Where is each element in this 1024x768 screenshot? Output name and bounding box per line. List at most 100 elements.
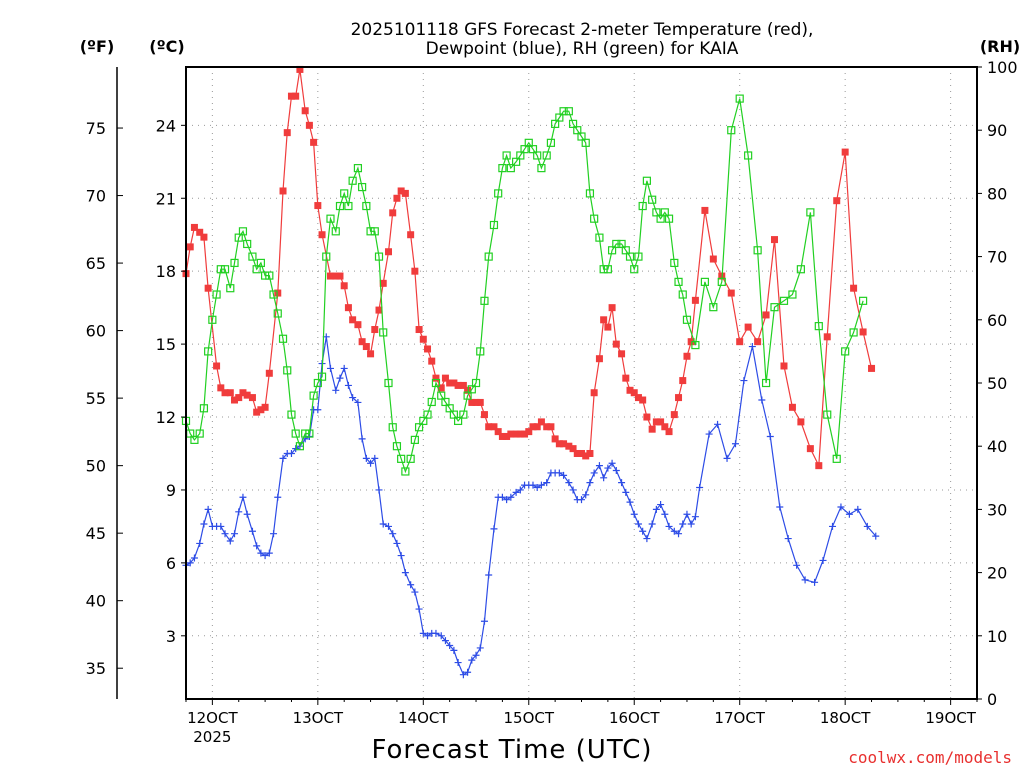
temperature-point — [235, 394, 243, 402]
dewpoint-point — [854, 505, 862, 513]
temperature-point — [326, 272, 334, 280]
temperature-point — [736, 338, 744, 346]
temperature-point — [639, 396, 647, 404]
fahrenheit-tick-label: 45 — [86, 524, 106, 543]
rh-point — [335, 201, 345, 211]
temperature-point — [190, 223, 198, 231]
dewpoint-point — [257, 549, 265, 557]
dewpoint-point — [565, 479, 573, 487]
rh-point — [664, 214, 674, 223]
rh-point — [590, 214, 599, 223]
dewpoint-point — [384, 522, 392, 530]
dewpoint-point — [190, 554, 198, 562]
rh-point — [459, 410, 468, 419]
plot-frame — [185, 66, 978, 700]
rh-point — [195, 429, 204, 438]
rh-point — [581, 138, 590, 147]
x-tick-label: 18OCT — [820, 709, 871, 727]
temperature-point — [859, 328, 867, 336]
celsius-tick-label: 12 — [156, 408, 176, 427]
dewpoint-point — [687, 520, 695, 528]
series-line — [185, 98, 864, 474]
temperature-point — [622, 374, 630, 382]
rh-point — [551, 119, 560, 128]
x-tick-label: 16OCT — [609, 709, 660, 727]
rh-point — [199, 404, 209, 413]
dewpoint-point — [766, 432, 774, 440]
dewpoint-point — [582, 491, 590, 499]
temperature-point — [310, 138, 318, 146]
rh-point — [516, 151, 525, 160]
dewpoint-point — [498, 493, 506, 501]
x-tick-label: 14OCT — [398, 709, 449, 727]
temperature-point — [375, 306, 383, 314]
dewpoint-point — [326, 364, 334, 372]
dewpoint-point — [630, 510, 638, 518]
dewpoint-point — [287, 449, 295, 457]
temperature-point — [604, 323, 612, 331]
dewpoint-point — [446, 642, 454, 650]
rh-point — [621, 246, 630, 255]
dewpoint-point — [626, 498, 634, 506]
rh-point — [484, 252, 493, 261]
temperature-point — [850, 284, 858, 292]
temperature-point — [362, 343, 370, 351]
rh-point — [322, 252, 331, 261]
rh-point — [559, 107, 568, 116]
dewpoint-point — [837, 503, 845, 511]
dewpoint-point — [401, 569, 409, 577]
rh-point — [555, 113, 564, 122]
temperature-point — [292, 92, 300, 100]
temperature-point — [472, 398, 480, 406]
rh-point — [849, 328, 858, 337]
rh-point — [216, 265, 225, 274]
x-tick-label: 13OCT — [293, 709, 344, 727]
rh-point — [832, 454, 841, 463]
dewpoint-point — [595, 462, 603, 470]
rh-point — [358, 182, 367, 192]
rh-point — [595, 233, 604, 242]
temperature-point — [525, 428, 533, 436]
rh-point — [607, 246, 617, 255]
temperature-point — [600, 316, 608, 324]
rh-point — [248, 252, 257, 261]
rh-point — [568, 119, 578, 128]
temperature-point — [283, 129, 291, 137]
rh-point — [243, 239, 252, 249]
rh-point — [366, 227, 375, 236]
rh-point — [476, 347, 485, 356]
dewpoint-point — [349, 394, 357, 402]
temperature-point — [446, 379, 454, 387]
temperature-point — [762, 311, 770, 319]
temperature-point — [841, 148, 849, 156]
temperature-point — [200, 233, 208, 241]
temperature-point — [516, 430, 524, 438]
rh-point — [301, 429, 310, 438]
dewpoint-point — [362, 454, 370, 462]
rh-point — [744, 151, 753, 160]
rh-point — [423, 410, 432, 419]
dewpoint-point — [279, 454, 287, 462]
rh-point — [524, 138, 533, 147]
rh-tick-label: 40 — [987, 437, 1007, 456]
dewpoint-point — [845, 510, 853, 518]
temperature-point — [340, 282, 348, 290]
temperature-point — [683, 352, 691, 360]
temperature-point — [358, 338, 366, 346]
rh-point — [788, 290, 797, 299]
temperature-point — [529, 423, 537, 431]
dewpoint-point — [358, 435, 366, 443]
rh-point — [542, 151, 551, 160]
temperature-point — [196, 228, 204, 236]
rh-point — [401, 467, 410, 476]
rh-point — [230, 258, 239, 268]
rh-point — [564, 107, 573, 116]
rh-tick-label: 100 — [987, 58, 1018, 77]
dewpoint-point — [503, 496, 511, 504]
rh-point — [190, 435, 199, 444]
temperature-point — [393, 194, 401, 202]
rh-point — [467, 385, 476, 394]
temperature-point — [569, 445, 577, 453]
temperature-point — [411, 267, 419, 275]
